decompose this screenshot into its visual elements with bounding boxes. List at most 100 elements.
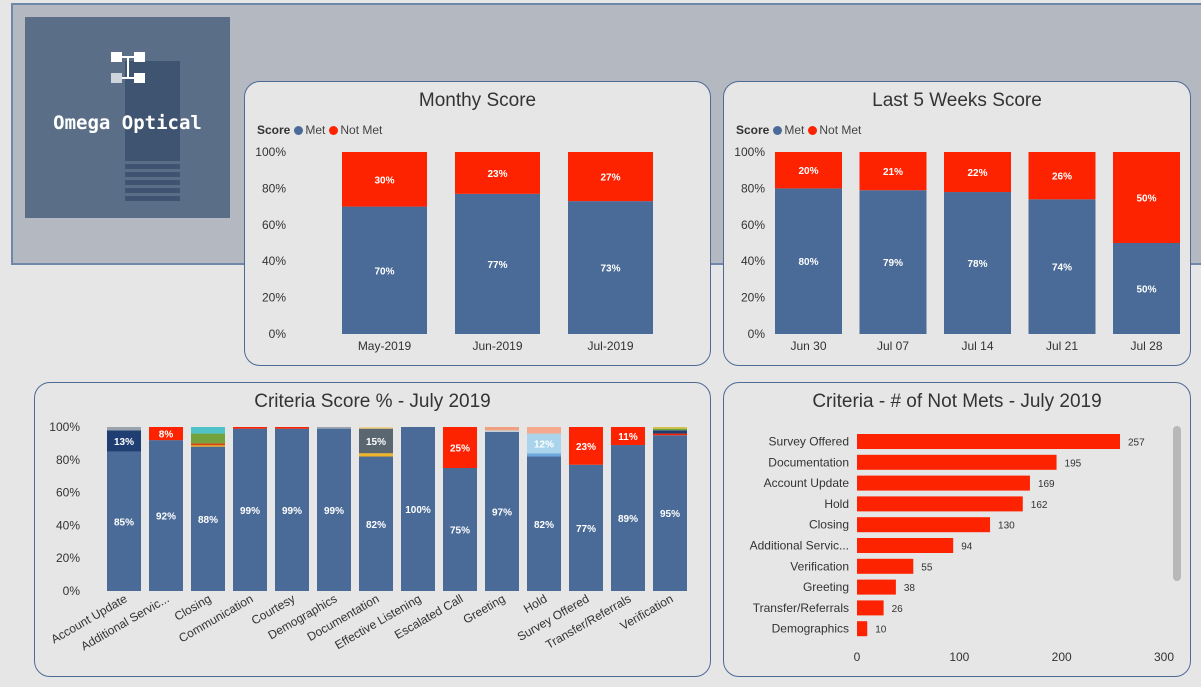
x-tick-label: Jul 21 bbox=[1046, 339, 1078, 353]
bar-met bbox=[859, 190, 927, 334]
legend-title: Score bbox=[257, 123, 291, 137]
bar-not-met bbox=[944, 152, 1011, 193]
bar-segment bbox=[191, 427, 225, 434]
bar-not-met bbox=[568, 152, 653, 202]
x-tick-label: Jul-2019 bbox=[587, 339, 633, 353]
x-tick-label: Jun-2019 bbox=[472, 339, 522, 353]
y-tick-label: 100% bbox=[49, 420, 80, 434]
bar-not-met bbox=[857, 579, 896, 595]
data-label: 75% bbox=[450, 526, 470, 537]
y-tick-label: 80% bbox=[262, 181, 286, 195]
weekly-legend: Score Met Not Met bbox=[736, 123, 861, 137]
bar-segment bbox=[485, 430, 519, 432]
y-tick-label: 60% bbox=[262, 218, 286, 232]
y-tick-label: 40% bbox=[741, 254, 765, 268]
bar-segment bbox=[191, 446, 225, 591]
bar-segment bbox=[317, 428, 351, 591]
bar-segment bbox=[485, 431, 519, 591]
bar-not-met bbox=[1113, 152, 1180, 243]
data-label: 26 bbox=[892, 604, 904, 615]
bar-segment bbox=[107, 430, 141, 452]
bar-segment bbox=[611, 427, 645, 446]
data-label-not-met: 26% bbox=[1052, 172, 1072, 183]
data-label: 130 bbox=[998, 521, 1015, 532]
data-label: 82% bbox=[366, 520, 386, 531]
data-label: 23% bbox=[576, 442, 596, 453]
x-tick-label: Jul 07 bbox=[877, 339, 909, 353]
bar-segment bbox=[233, 427, 267, 429]
y-tick-label: 0% bbox=[63, 584, 81, 598]
bar-not-met bbox=[857, 454, 1057, 470]
bar-segment bbox=[611, 445, 645, 591]
bar-not-met bbox=[857, 621, 868, 637]
data-label-met: 70% bbox=[374, 266, 394, 277]
bar-segment bbox=[485, 427, 519, 431]
weekly-score-chart: 0% 20% 40% 60% 80% 100% 80% 20% Jun 30 79% 21% Jul … bbox=[734, 145, 1180, 353]
data-label-not-met: 21% bbox=[883, 167, 903, 178]
bar-not-met bbox=[1028, 152, 1096, 200]
bar-not-met bbox=[857, 475, 1030, 491]
bar-not-met bbox=[857, 434, 1120, 449]
data-label: 99% bbox=[282, 506, 302, 517]
data-label: 257 bbox=[1128, 438, 1145, 449]
data-label: 100% bbox=[405, 505, 431, 516]
data-label-not-met: 20% bbox=[798, 166, 818, 177]
criteria-score-card: Criteria Score % - July 2019 0% 20% 40% 60%… bbox=[34, 382, 711, 677]
bar-not-met bbox=[859, 152, 927, 191]
not-mets-chart: Survey Offered 257 Documentation 195 Account… bbox=[750, 434, 1174, 664]
y-tick-label: 80% bbox=[56, 453, 80, 467]
data-label: 162 bbox=[1031, 500, 1048, 511]
data-label: 10 bbox=[875, 625, 887, 636]
y-tick-label: Account Update bbox=[764, 476, 850, 490]
y-tick-label: 60% bbox=[56, 486, 80, 500]
data-label-not-met: 30% bbox=[374, 175, 394, 186]
bar-not-met bbox=[857, 517, 991, 533]
x-tick-label: Jul 28 bbox=[1130, 339, 1162, 353]
data-label: 55 bbox=[921, 562, 933, 573]
data-label: 25% bbox=[450, 444, 470, 455]
data-label-met: 74% bbox=[1052, 263, 1072, 274]
bar-segment bbox=[107, 451, 141, 591]
bar-met bbox=[775, 188, 842, 334]
data-label: 169 bbox=[1038, 479, 1055, 490]
data-label-met: 78% bbox=[967, 259, 987, 270]
legend-title: Score bbox=[736, 123, 770, 137]
x-tick-label: Communication bbox=[176, 591, 255, 645]
data-label: 195 bbox=[1065, 458, 1082, 469]
y-tick-label: 40% bbox=[262, 254, 286, 268]
x-tick-label: Greeting bbox=[461, 591, 508, 626]
data-label: 94 bbox=[961, 542, 973, 553]
bar-segment bbox=[653, 430, 687, 434]
legend-not-met: Not Met bbox=[340, 123, 383, 137]
x-tick-label: 0 bbox=[854, 650, 861, 664]
y-tick-label: 0% bbox=[269, 327, 287, 341]
data-label-not-met: 50% bbox=[1136, 194, 1156, 205]
y-tick-label: 40% bbox=[56, 518, 80, 532]
bar-not-met bbox=[342, 152, 427, 207]
data-label: 12% bbox=[534, 439, 554, 450]
y-tick-label: 0% bbox=[748, 327, 766, 341]
y-tick-label: Greeting bbox=[803, 580, 849, 594]
bar-segment bbox=[527, 433, 561, 454]
bar-segment bbox=[191, 433, 225, 444]
y-tick-label: Hold bbox=[824, 497, 849, 511]
y-tick-label: 20% bbox=[262, 291, 286, 305]
bar-not-met bbox=[455, 152, 540, 194]
x-tick-label: 100 bbox=[949, 650, 969, 664]
monthly-score-card: Monthy Score Score Met Not Met 0% 20% 40% 60%… bbox=[244, 81, 711, 366]
y-tick-label: 20% bbox=[56, 551, 80, 565]
bar-not-met bbox=[857, 496, 1023, 512]
logo: Omega Optical bbox=[25, 17, 230, 218]
bar-met bbox=[455, 193, 540, 334]
data-label-met: 80% bbox=[798, 257, 818, 268]
bar-segment bbox=[569, 427, 603, 465]
x-tick-label: 200 bbox=[1052, 650, 1072, 664]
y-tick-label: Closing bbox=[809, 518, 849, 532]
bar-segment bbox=[149, 427, 183, 441]
data-label: 89% bbox=[618, 514, 638, 525]
x-tick-label: Jun 30 bbox=[790, 339, 826, 353]
scrollbar-thumb[interactable] bbox=[1173, 426, 1181, 581]
bar-segment bbox=[359, 453, 393, 457]
legend-met: Met bbox=[784, 123, 805, 137]
bar-segment bbox=[149, 440, 183, 591]
